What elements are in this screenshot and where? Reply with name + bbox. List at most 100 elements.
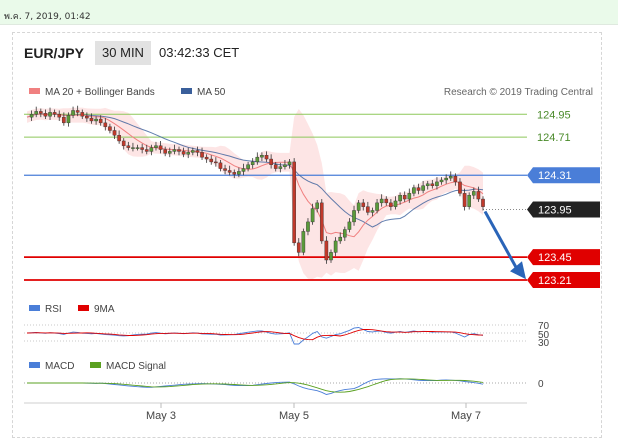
candle-body — [200, 152, 204, 158]
ma20-line — [26, 113, 484, 238]
candle-body — [283, 164, 287, 167]
candle-body — [444, 177, 448, 181]
candle-body — [218, 162, 223, 169]
candle-body — [117, 135, 121, 142]
candle-body — [227, 170, 232, 173]
resistance-level-tag — [527, 167, 600, 184]
candle-body — [177, 149, 181, 152]
candles — [29, 105, 485, 264]
ma20-legend-label: MA 20 + Bollinger Bands — [45, 87, 155, 98]
timeframe-button[interactable]: 30 MIN — [95, 41, 151, 65]
candle-body — [255, 156, 260, 163]
ma50-legend-swatch — [181, 88, 192, 94]
rsi-tick-30: 30 — [538, 338, 550, 349]
macd-signal-legend-swatch — [90, 362, 101, 368]
candle-body — [287, 161, 292, 165]
rsi-panel — [24, 324, 527, 345]
candle-body — [453, 175, 458, 183]
candle-body — [246, 164, 250, 169]
bollinger-band-area — [27, 107, 483, 280]
support-level-tag — [527, 249, 600, 266]
candle-body — [167, 151, 172, 154]
candle-body — [356, 202, 361, 211]
resistance-level-label: 124.31 — [538, 170, 572, 182]
candle-body — [384, 198, 389, 204]
candle-body — [435, 181, 439, 186]
candle-body — [407, 193, 412, 200]
forecast-arrow-group — [483, 210, 526, 280]
candle-body — [52, 112, 57, 115]
rsi-legend-label: RSI — [45, 304, 62, 315]
bollinger-band — [27, 107, 483, 280]
target-level-label: 124.95 — [537, 109, 571, 121]
candle-body — [306, 221, 310, 232]
candle-body — [292, 161, 296, 244]
candle-body — [232, 172, 237, 175]
candle-body — [80, 112, 85, 117]
candle-body — [112, 130, 117, 136]
candle-body — [48, 112, 52, 117]
rsi-ma-line — [26, 328, 484, 341]
rsi-tick-70: 70 — [538, 321, 550, 332]
chart-time: 03:42:33 CET — [159, 45, 240, 60]
candle-body — [439, 179, 444, 183]
candle-body — [398, 195, 402, 202]
candle-body — [264, 155, 269, 160]
candle-body — [154, 145, 158, 148]
candle-body — [94, 118, 98, 122]
candle-body — [144, 149, 149, 152]
candle-body — [214, 161, 218, 164]
forecast-arrow-shaft — [483, 210, 518, 268]
candle-body — [296, 242, 301, 253]
macd-panel — [24, 378, 527, 395]
candle-body — [135, 147, 140, 149]
research-credit: Research © 2019 Trading Central — [444, 87, 593, 98]
candle-body — [347, 221, 352, 230]
candle-body — [121, 140, 126, 146]
candle-body — [34, 111, 39, 115]
candle-body — [181, 151, 186, 155]
candle-body — [57, 114, 62, 118]
candle-body — [89, 117, 94, 122]
rsi-tick-50: 50 — [538, 330, 550, 341]
candle-body — [250, 161, 255, 165]
macd-legend-label: MACD — [45, 361, 74, 372]
ma20-legend-swatch — [29, 88, 40, 94]
candle-body — [324, 240, 329, 261]
candle-body — [416, 187, 421, 191]
candle-body — [425, 183, 430, 186]
candle-body — [204, 156, 209, 160]
macd-signal-legend-label: MACD Signal — [106, 361, 166, 372]
candle-body — [98, 118, 103, 124]
candle-body — [195, 150, 200, 153]
candle-body — [85, 115, 89, 119]
candle-body — [172, 149, 177, 152]
candle-body — [448, 175, 453, 179]
rsi-line — [26, 327, 484, 345]
candle-body — [467, 195, 471, 207]
candle-body — [71, 110, 75, 116]
candle-body — [471, 191, 476, 196]
candle-body — [108, 126, 112, 131]
macd-signal-line — [27, 378, 484, 393]
candle-body — [481, 198, 485, 207]
candle-body — [379, 198, 384, 204]
candle-body — [421, 185, 425, 191]
candle-body — [430, 183, 435, 186]
ma50-legend-label: MA 50 — [197, 87, 226, 98]
pair-label: EUR/JPY — [24, 45, 84, 61]
candle-body — [361, 202, 366, 207]
candle-body — [103, 122, 108, 127]
candle-body — [186, 152, 191, 155]
level-lines — [24, 113, 527, 281]
candle-body — [273, 164, 278, 169]
candle-body — [131, 147, 135, 149]
candle-body — [301, 231, 306, 253]
level-labels: 124.95 124.71 124.31 123.95 123.45 123.21 — [527, 109, 600, 288]
top-bar: พ.ค. 7, 2019, 01:42 — [0, 0, 618, 25]
rsi-legend-swatch — [29, 305, 40, 311]
candle-body — [310, 208, 315, 223]
candle-body — [343, 229, 347, 238]
forecast-arrow-head — [510, 261, 526, 280]
candle-body — [402, 195, 407, 200]
